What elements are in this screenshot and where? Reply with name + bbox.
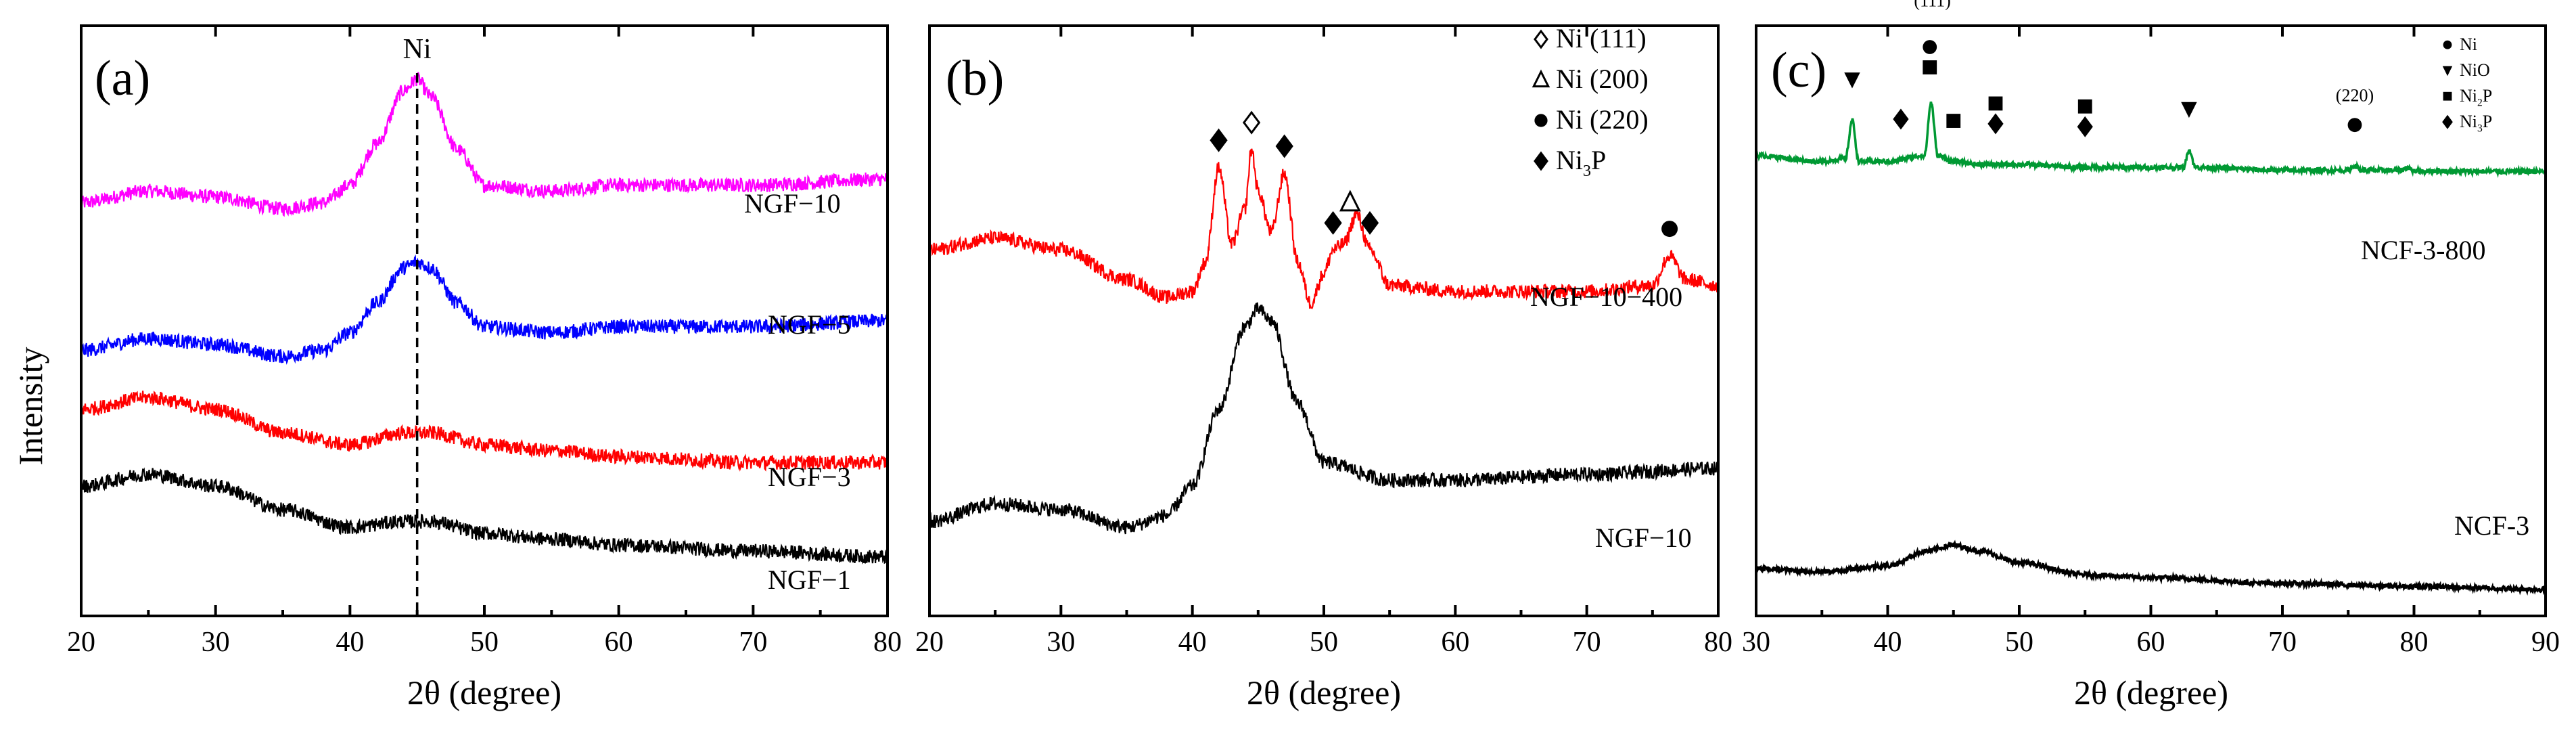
- panel-b-markers: [1210, 110, 1678, 238]
- peak-marker-square: [1946, 114, 1961, 128]
- panel-c: 30 40 50 60 70 80 90 (111)(220) NiNiONi2PNi3P …: [1742, 0, 2560, 711]
- x-tick-label: 80: [2400, 627, 2429, 658]
- peak-marker-square: [2077, 99, 2092, 114]
- peak-marker-square: [1923, 60, 1937, 74]
- panel-a-lines: [80, 72, 889, 564]
- x-tick-label: 90: [2531, 627, 2560, 658]
- panel-c-label: (c): [1771, 43, 1826, 98]
- x-tick-label: 60: [1441, 627, 1469, 658]
- legend-symbol-square: [2443, 91, 2452, 101]
- legend-symbol-diamond-open: [1534, 29, 1548, 49]
- panel-b-series-0: [928, 148, 1720, 309]
- figure-ylabel: Intensity: [12, 347, 49, 466]
- legend-entry-label: Ni3P: [1556, 145, 1606, 180]
- legend-symbol-triangle-down: [2442, 66, 2453, 76]
- x-tick-label: 50: [1310, 627, 1338, 658]
- panel-b-series-label-1: NGF−10: [1595, 523, 1692, 553]
- plane-annotation: (220): [2336, 86, 2374, 106]
- legend-symbol-diamond: [2442, 114, 2453, 129]
- panel-c-frame: [1755, 24, 2547, 617]
- panel-a-markers: Ni: [403, 34, 432, 616]
- panel-b-series-1: [928, 302, 1720, 535]
- x-tick-label: 30: [1742, 627, 1770, 658]
- panel-a-series-label-0: NGF−10: [744, 188, 841, 219]
- panel-c-x-ticks: 30 40 50 60 70 80 90: [1742, 26, 2560, 658]
- panel-a-xlabel: 2θ (degree): [407, 673, 561, 711]
- x-tick-label: 40: [336, 627, 364, 658]
- panel-a-series-0: [80, 72, 888, 217]
- x-tick-label: 30: [202, 627, 230, 658]
- legend-entry-label: Ni: [2460, 35, 2477, 54]
- peak-marker-triangle-down: [2181, 102, 2197, 118]
- panel-a-series-label-3: NGF−1: [768, 564, 851, 595]
- panel-a-x-ticks: 20 30 40 50 60 70 80: [67, 26, 902, 658]
- x-tick-label: 50: [470, 627, 499, 658]
- panel-c-xlabel: 2θ (degree): [2074, 673, 2228, 711]
- peak-marker-circle: [1923, 40, 1937, 54]
- panel-b-xlabel: 2θ (degree): [1247, 673, 1401, 711]
- plane-annotation: (111): [1914, 0, 1950, 11]
- peak-marker-diamond: [1360, 211, 1379, 235]
- peak-marker-triangle-open: [1339, 190, 1361, 212]
- panel-b-lines: [928, 148, 1720, 535]
- panel-c-series-label-0: NCF-3-800: [2361, 235, 2485, 265]
- x-tick-label: 20: [67, 627, 95, 658]
- panel-a-series-3: [80, 467, 889, 564]
- x-tick-label: 70: [739, 627, 767, 658]
- peak-marker-square: [1988, 96, 2003, 111]
- x-tick-label: 80: [873, 627, 902, 658]
- panel-a-series-label-2: NGF−3: [768, 462, 851, 492]
- x-tick-label: 20: [915, 627, 944, 658]
- panel-a-series-label-1: NGF−5: [768, 309, 851, 340]
- peak-marker-triangle-down: [1844, 72, 1860, 89]
- legend-entry-label: Ni (111): [1556, 23, 1647, 53]
- legend-symbol-circle: [2443, 40, 2452, 49]
- panel-a-series-2: [80, 391, 889, 472]
- peak-marker-diamond: [1893, 108, 1909, 130]
- panel-c-markers: (111) (220): [1844, 0, 2374, 137]
- x-tick-label: 60: [605, 627, 633, 658]
- legend-entry-label: Ni (220): [1556, 104, 1649, 135]
- x-tick-label: 70: [1573, 627, 1601, 658]
- panel-a-label: (a): [95, 51, 150, 106]
- panel-c-lines: [1755, 102, 2547, 596]
- panel-c-series-label-1: NCF-3: [2454, 510, 2529, 541]
- peak-marker-diamond: [1275, 134, 1293, 158]
- legend-entry-label: Ni2P: [2460, 86, 2492, 109]
- ni-reference-label: Ni: [403, 34, 432, 65]
- panel-b-x-ticks: 20 30 40 50 60 70 80: [915, 26, 1732, 658]
- peak-marker-diamond: [1210, 128, 1228, 152]
- panel-b-label: (b): [946, 51, 1004, 106]
- legend-symbol-triangle-open: [1532, 69, 1550, 88]
- peak-marker-circle: [1661, 221, 1678, 238]
- x-tick-label: 80: [1704, 627, 1732, 658]
- peak-marker-diamond: [1324, 211, 1342, 235]
- panel-b-legend: Ni (111) Ni (200) Ni (220) Ni3P: [1532, 23, 1649, 180]
- panel-c-series-0: [1755, 102, 2547, 179]
- x-tick-label: 70: [2268, 627, 2297, 658]
- legend-entry-label: Ni3P: [2460, 112, 2492, 135]
- peak-marker-diamond: [1987, 113, 2004, 135]
- x-tick-label: 60: [2137, 627, 2165, 658]
- panel-a-series-1: [80, 254, 889, 365]
- x-tick-label: 40: [1874, 627, 1902, 658]
- x-tick-label: 50: [2005, 627, 2033, 658]
- panel-b-series-label-0: NGF−10−400: [1530, 282, 1682, 312]
- x-tick-label: 30: [1046, 627, 1075, 658]
- panel-a: 20 30 40 50 60 70 80 Ni (a) 2θ (degree) NGF−10…: [67, 24, 902, 711]
- panel-c-legend: Ni NiO Ni2P Ni3P: [2442, 35, 2492, 135]
- peak-marker-diamond: [2077, 116, 2093, 137]
- peak-marker-circle: [2347, 118, 2362, 133]
- legend-entry-label: NiO: [2460, 60, 2490, 80]
- legend-symbol-diamond: [1534, 151, 1548, 171]
- x-tick-label: 40: [1178, 627, 1207, 658]
- panel-b: 20 30 40 50 60 70 80 Ni (111)Ni (200)Ni (220)N…: [915, 23, 1732, 711]
- legend-symbol-circle: [1534, 114, 1548, 127]
- peak-marker-diamond-open: [1242, 110, 1261, 135]
- panel-c-series-1: [1755, 539, 2547, 596]
- legend-entry-label: Ni (200): [1556, 64, 1649, 94]
